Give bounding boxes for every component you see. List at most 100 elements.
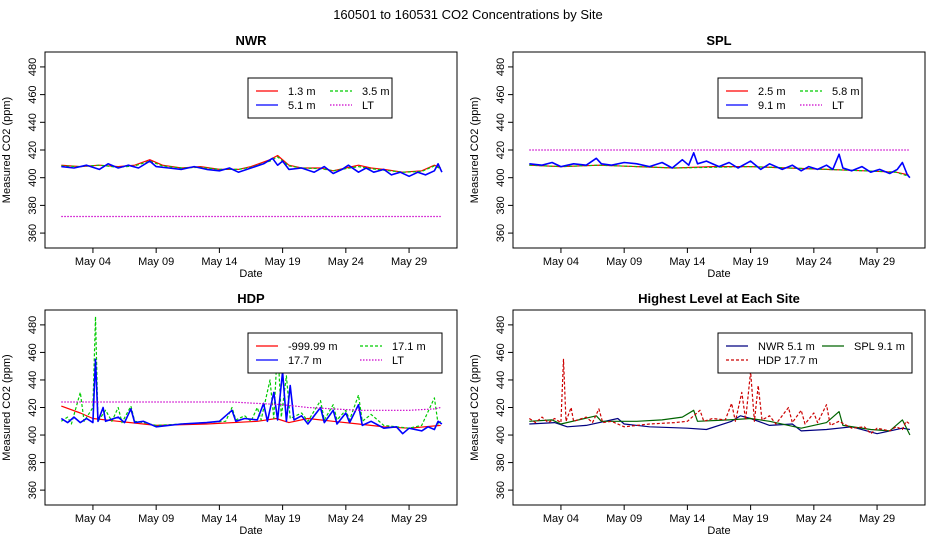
- x-tick-label: May 14: [669, 256, 705, 268]
- x-tick-label: May 04: [75, 513, 111, 525]
- y-tick-label: 420: [495, 141, 507, 159]
- panel-title: HDP: [237, 291, 265, 306]
- x-tick-label: May 29: [391, 513, 427, 525]
- y-axis-label: Measured CO2 (ppm): [1, 97, 13, 203]
- legend-box: [717, 77, 863, 119]
- x-axis-label: Date: [239, 268, 262, 280]
- x-tick-label: May 04: [75, 256, 111, 268]
- x-tick-label: May 19: [265, 256, 301, 268]
- y-axis-label: Measured CO2 (ppm): [469, 97, 481, 203]
- chart-panel-2: SPL 360 380 400 420 440 460 480 May 04 May 09 May …: [469, 33, 926, 280]
- legend-box: [247, 332, 443, 374]
- y-tick-label: 420: [495, 398, 507, 416]
- y-tick-label: 460: [27, 85, 39, 103]
- panel-title: NWR: [235, 33, 267, 48]
- legend-label: -999.99 m: [288, 341, 338, 353]
- series-line: [60, 358, 443, 435]
- y-tick-label: 440: [495, 371, 507, 389]
- x-tick-label: May 09: [606, 513, 642, 525]
- series-line: [529, 409, 911, 436]
- y-tick-label: 460: [495, 85, 507, 103]
- chart-panel-4: Highest Level at Each Site 360 380 400 420 44…: [469, 291, 926, 537]
- y-tick-label: 460: [27, 343, 39, 361]
- series-line: [61, 157, 443, 178]
- y-tick-label: 400: [495, 426, 507, 444]
- x-tick-label: May 19: [733, 513, 769, 525]
- x-tick-label: May 24: [328, 513, 364, 525]
- x-tick-label: May 29: [391, 256, 427, 268]
- x-tick-label: May 24: [328, 256, 364, 268]
- y-tick-label: 380: [495, 196, 507, 214]
- figure-title: 160501 to 160531 CO2 Concentrations by S…: [333, 7, 603, 22]
- y-tick-label: 380: [495, 453, 507, 471]
- series-line: [61, 401, 441, 411]
- x-tick-label: May 29: [859, 513, 895, 525]
- y-tick-label: 380: [27, 453, 39, 471]
- y-tick-label: 400: [495, 169, 507, 187]
- y-tick-label: 480: [495, 58, 507, 76]
- x-tick-label: May 09: [138, 513, 174, 525]
- y-tick-label: 400: [27, 426, 39, 444]
- panel-title: Highest Level at Each Site: [638, 291, 800, 306]
- chart-panel-1: NWR 360 380 400 420 440 460 480 May 04 May 09 May …: [1, 33, 458, 280]
- legend: 1.3 m 3.5 m 5.1 m LT: [247, 77, 393, 119]
- y-tick-label: 440: [27, 113, 39, 131]
- y-tick-label: 460: [495, 343, 507, 361]
- legend-label: HDP 17.7 m: [758, 355, 818, 367]
- x-axis-label: Date: [707, 525, 730, 537]
- legend-label: LT: [832, 100, 844, 112]
- series-line: [61, 405, 441, 429]
- legend-label: 17.7 m: [288, 355, 322, 367]
- y-tick-label: 420: [27, 398, 39, 416]
- legend-label: 3.5 m: [362, 86, 390, 98]
- legend-label: NWR 5.1 m: [758, 341, 815, 353]
- panel-title: SPL: [706, 33, 731, 48]
- y-tick-label: 440: [495, 113, 507, 131]
- x-tick-label: May 29: [859, 256, 895, 268]
- y-axis-label: Measured CO2 (ppm): [469, 354, 481, 460]
- y-tick-label: 360: [495, 224, 507, 242]
- series-line: [529, 152, 911, 179]
- y-tick-label: 420: [27, 141, 39, 159]
- x-tick-label: May 14: [201, 256, 237, 268]
- y-tick-label: 380: [27, 196, 39, 214]
- y-tick-label: 480: [27, 58, 39, 76]
- y-tick-label: 360: [495, 481, 507, 499]
- x-tick-label: May 09: [138, 256, 174, 268]
- y-tick-label: 480: [27, 316, 39, 334]
- legend-label: 5.8 m: [832, 86, 860, 98]
- legend-label: LT: [392, 355, 404, 367]
- x-tick-label: May 14: [201, 513, 237, 525]
- x-tick-label: May 04: [543, 513, 579, 525]
- y-tick-label: 360: [27, 224, 39, 242]
- x-tick-label: May 09: [606, 256, 642, 268]
- legend: NWR 5.1 m SPL 9.1 m HDP 17.7 m: [717, 332, 913, 374]
- y-tick-label: 440: [27, 371, 39, 389]
- series-line: [528, 358, 911, 435]
- legend-label: 2.5 m: [758, 86, 786, 98]
- x-tick-label: May 24: [796, 256, 832, 268]
- legend-label: 9.1 m: [758, 100, 786, 112]
- legend: -999.99 m 17.1 m 17.7 m LT: [247, 332, 443, 374]
- y-axis-label: Measured CO2 (ppm): [1, 354, 13, 460]
- chart-panel-3: HDP 360 380 400 420 440 460 480 May 04 May 09 May …: [1, 291, 458, 537]
- legend-label: 5.1 m: [288, 100, 316, 112]
- y-tick-label: 400: [27, 169, 39, 187]
- legend-box: [717, 332, 913, 374]
- x-axis-label: Date: [707, 268, 730, 280]
- legend-box: [247, 77, 393, 119]
- y-tick-label: 480: [495, 316, 507, 334]
- legend-label: LT: [362, 100, 374, 112]
- x-axis-label: Date: [239, 525, 262, 537]
- y-tick-label: 360: [27, 481, 39, 499]
- legend-label: 17.1 m: [392, 341, 426, 353]
- x-tick-label: May 04: [543, 256, 579, 268]
- x-tick-label: May 14: [669, 513, 705, 525]
- legend: 2.5 m 5.8 m 9.1 m LT: [717, 77, 863, 119]
- legend-label: SPL 9.1 m: [854, 341, 905, 353]
- x-tick-label: May 19: [265, 513, 301, 525]
- legend-label: 1.3 m: [288, 86, 316, 98]
- x-tick-label: May 19: [733, 256, 769, 268]
- x-tick-label: May 24: [796, 513, 832, 525]
